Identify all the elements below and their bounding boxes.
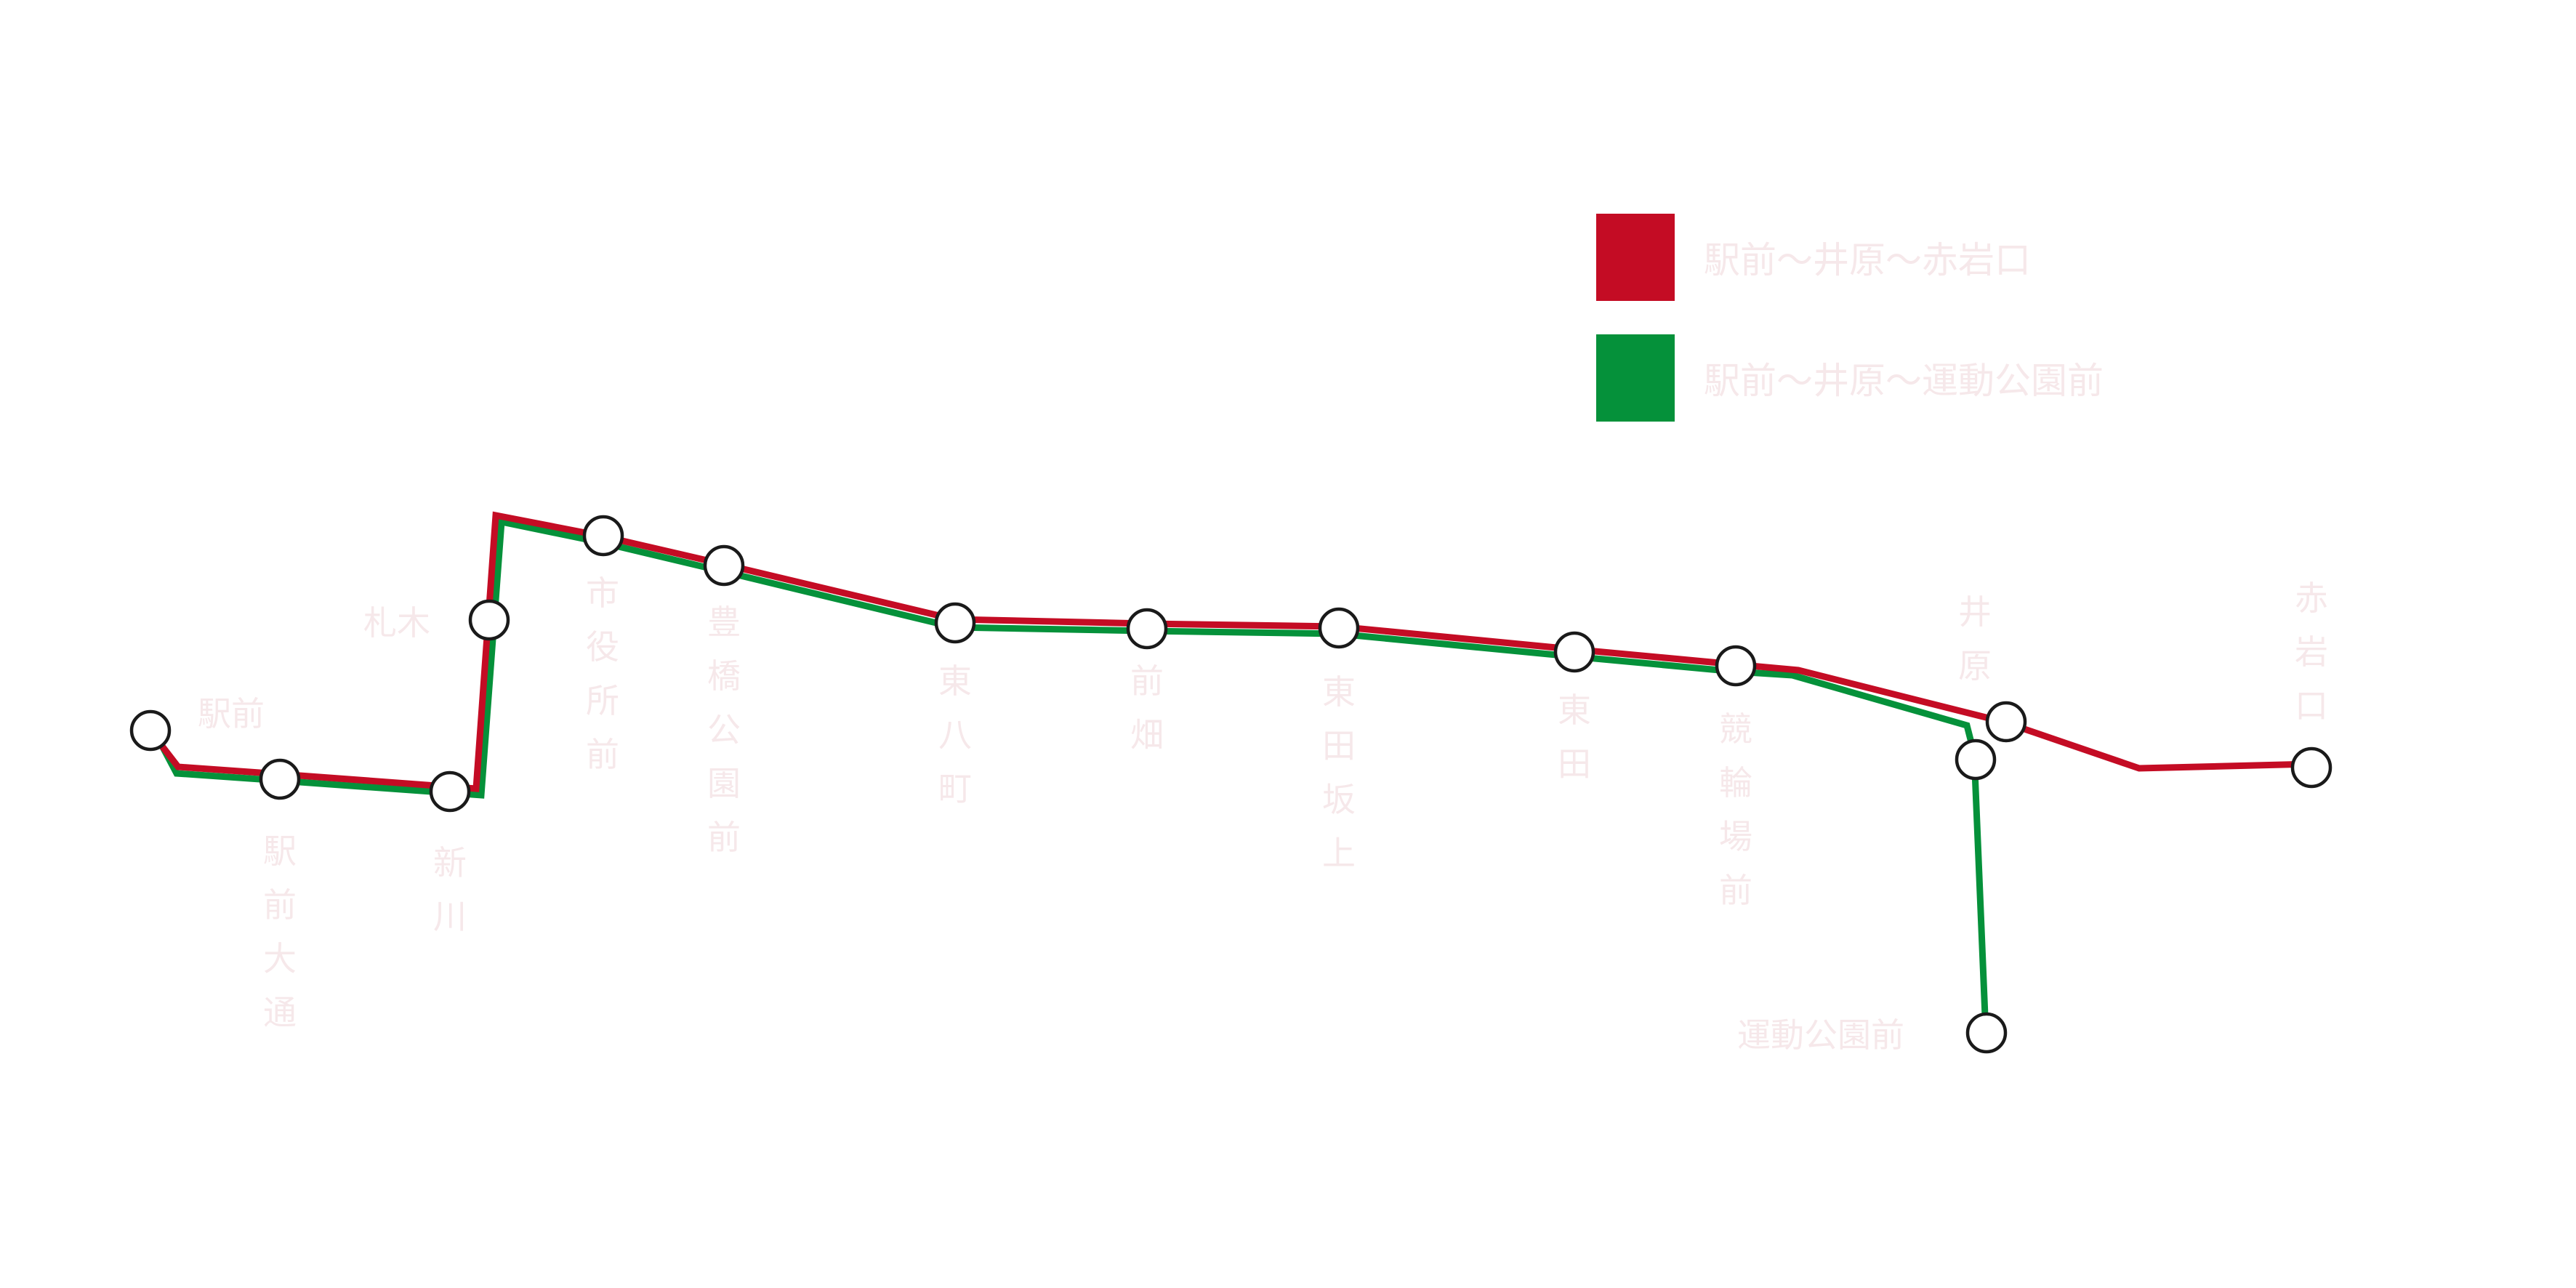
- legend-label-red: 駅前～井原～赤岩口: [1704, 239, 2031, 281]
- station-label-toyohashi-koen-mae: 豊橋公園前: [707, 603, 741, 857]
- station-marker-higashi-hatcho[interactable]: [934, 602, 976, 644]
- station-marker-ihara-red[interactable]: [1985, 701, 2027, 743]
- route-line-green: [155, 518, 1989, 1034]
- station-label-higashi-hatcho: 東八町: [938, 661, 972, 808]
- station-marker-akaiwaguchi[interactable]: [2290, 746, 2333, 789]
- station-marker-shinkawa[interactable]: [429, 770, 471, 813]
- station-marker-fudaki[interactable]: [468, 599, 510, 641]
- station-marker-toyohashi-koen-mae[interactable]: [703, 544, 745, 587]
- station-marker-ekimae[interactable]: [129, 709, 172, 752]
- station-label-akaiwaguchi: 赤岩口: [2295, 579, 2328, 725]
- station-marker-maehata[interactable]: [1126, 608, 1168, 650]
- station-label-azumada: 東田: [1558, 691, 1591, 784]
- station-label-ekimae-odori: 駅前大通: [263, 832, 297, 1032]
- station-marker-keirinjo-mae[interactable]: [1715, 645, 1757, 687]
- station-marker-ekimae-odori[interactable]: [259, 758, 301, 800]
- station-label-shinkawa: 新川: [433, 843, 467, 936]
- station-marker-shiyakusho-mae[interactable]: [582, 515, 624, 557]
- station-label-maehata: 前畑: [1130, 661, 1164, 754]
- station-label-azumada-sakaue: 東田坂上: [1322, 672, 1356, 873]
- legend-label-green: 駅前～井原～運動公園前: [1704, 360, 2104, 402]
- station-marker-undo-koen-mae[interactable]: [1965, 1012, 2008, 1054]
- legend-swatch-green: [1596, 334, 1675, 422]
- station-marker-ihara-green[interactable]: [1955, 738, 1997, 781]
- route-line-red: [148, 511, 2312, 792]
- station-label-shiyakusho-mae: 市役所前: [586, 573, 619, 774]
- station-label-ihara: 井原: [1958, 592, 1992, 685]
- station-label-undo-koen-mae: 運動公園前: [1737, 1015, 1904, 1055]
- legend-swatch-red: [1596, 214, 1675, 301]
- station-label-keirinjo-mae: 競輪場前: [1719, 709, 1752, 910]
- station-label-ekimae: 駅前: [198, 694, 265, 733]
- station-marker-azumada-sakaue[interactable]: [1318, 607, 1360, 649]
- station-label-fudaki: 札木: [363, 603, 430, 643]
- station-marker-azumada[interactable]: [1553, 631, 1595, 673]
